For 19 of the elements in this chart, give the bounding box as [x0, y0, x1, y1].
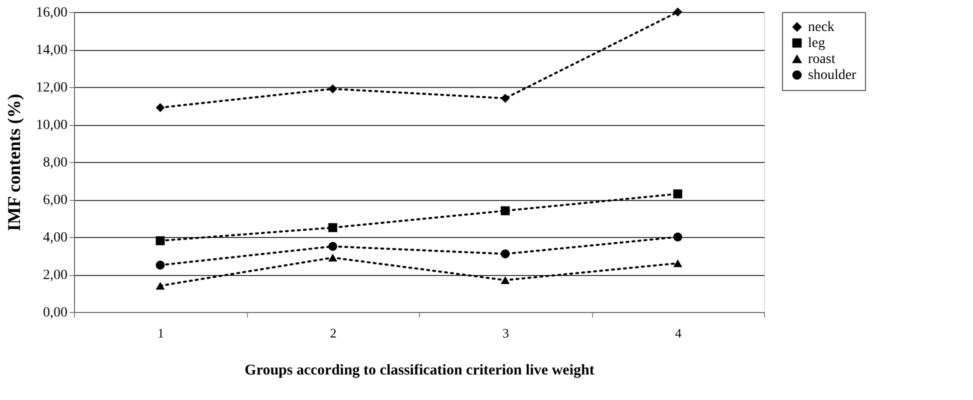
y-tick-label: 12,00	[36, 80, 68, 96]
x-tick-label: 3	[502, 326, 509, 340]
x-tick-label: 2	[330, 326, 336, 340]
y-axis-title: IMF contents (%)	[4, 94, 24, 232]
legend-label: roast	[808, 52, 836, 67]
y-tick-label: 0,00	[43, 306, 68, 320]
y-tick-label: 16,00	[36, 6, 68, 20]
legend-label: shoulder	[808, 68, 857, 83]
x-tick-label: 4	[675, 326, 682, 340]
x-tick-label: 1	[158, 326, 164, 340]
legend-label: leg	[808, 36, 826, 51]
y-tick-label: 10,00	[36, 118, 68, 133]
y-tick-label: 14,00	[36, 43, 68, 58]
legend-label: neck	[808, 20, 834, 35]
y-tick-label: 8,00	[43, 156, 68, 170]
y-tick-label: 2,00	[43, 268, 68, 283]
y-tick-label: 4,00	[43, 230, 68, 246]
x-axis-title: Groups according to classification criterion live weight	[244, 362, 594, 378]
y-tick-label: 6,00	[43, 193, 68, 208]
